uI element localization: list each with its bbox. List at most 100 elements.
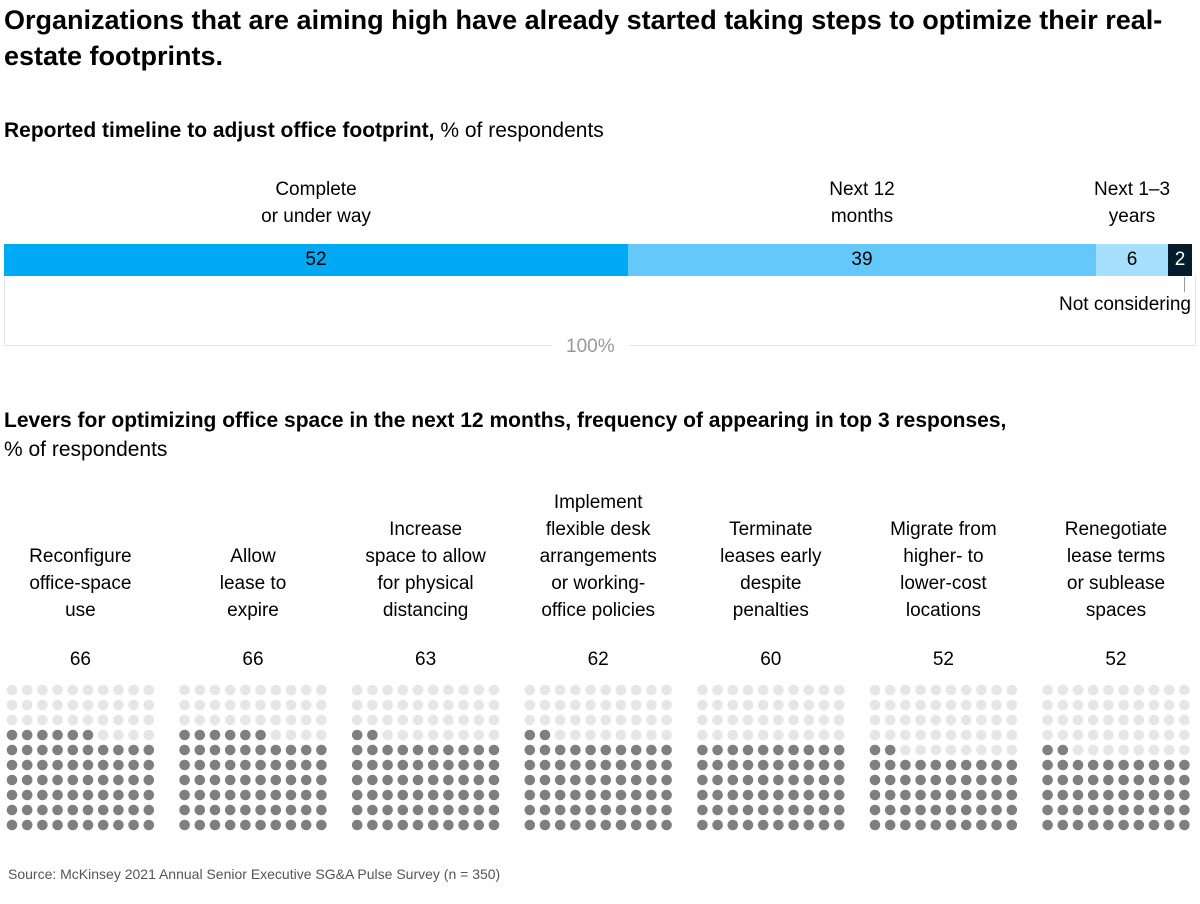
dot-filled	[1087, 819, 1099, 831]
dot-filled	[539, 774, 551, 786]
dot-filled	[224, 804, 236, 816]
dot-filled	[412, 789, 424, 801]
dot-filled	[240, 759, 251, 771]
dot-filled	[945, 789, 957, 801]
dot-empty	[224, 699, 236, 711]
dot-empty	[1148, 714, 1160, 726]
dot-empty	[1042, 729, 1053, 741]
dot-empty	[757, 684, 769, 696]
dot-filled	[727, 804, 739, 816]
dot-filled	[697, 819, 708, 831]
dot-filled	[351, 744, 363, 756]
dot-filled	[427, 789, 439, 801]
dot-filled	[179, 729, 190, 741]
dot-empty	[37, 714, 48, 726]
dot-filled	[524, 804, 536, 816]
dot-empty	[915, 714, 926, 726]
dot-empty	[1148, 744, 1160, 756]
lever-label-6: Migrate from higher- to lower-cost location…	[890, 519, 997, 621]
dot-filled	[554, 774, 566, 786]
dot-empty	[600, 684, 612, 696]
dot-filled	[209, 759, 221, 771]
dot-empty	[915, 684, 926, 696]
dot-filled	[818, 744, 830, 756]
dot-empty	[900, 744, 911, 756]
dot-empty	[143, 684, 155, 696]
dot-empty	[443, 714, 454, 726]
dot-empty	[209, 699, 221, 711]
dot-empty	[97, 714, 109, 726]
dot-filled	[646, 759, 657, 771]
dot-filled	[128, 774, 139, 786]
dot-empty	[600, 699, 612, 711]
dot-empty	[412, 684, 424, 696]
dot-empty	[97, 729, 109, 741]
dot-empty	[1148, 684, 1160, 696]
dot-empty	[1163, 714, 1175, 726]
dot-filled	[1179, 774, 1190, 786]
lever-label-5: Terminate leases early despite penalties	[720, 519, 822, 621]
dot-filled	[833, 744, 845, 756]
bar-category-label-2: Next 12 months	[829, 179, 895, 227]
dot-filled	[818, 774, 830, 786]
dot-filled	[488, 819, 500, 831]
dot-filled	[697, 804, 708, 816]
dot-filled	[488, 774, 500, 786]
dot-filled	[367, 744, 378, 756]
dot-filled	[67, 744, 79, 756]
dot-empty	[67, 714, 79, 726]
dot-filled	[270, 804, 282, 816]
dot-filled	[82, 744, 94, 756]
dot-filled	[976, 759, 987, 771]
dot-filled	[458, 744, 469, 756]
dot-empty	[367, 699, 378, 711]
dot-filled	[113, 789, 124, 801]
dot-filled	[803, 819, 815, 831]
dot-empty	[960, 744, 972, 756]
dot-empty	[570, 699, 581, 711]
dot-filled	[803, 789, 815, 801]
dot-filled	[1006, 789, 1018, 801]
dot-filled	[930, 774, 942, 786]
dot-empty	[382, 699, 393, 711]
dot-empty	[255, 684, 266, 696]
dot-filled	[661, 819, 672, 831]
dot-filled	[585, 804, 596, 816]
dot-empty	[6, 714, 18, 726]
dot-filled	[128, 759, 139, 771]
dot-filled	[1148, 819, 1160, 831]
dot-empty	[1118, 714, 1129, 726]
dot-empty	[727, 684, 739, 696]
dot-empty	[773, 684, 784, 696]
dot-filled	[884, 759, 896, 771]
dot-empty	[397, 714, 409, 726]
dot-filled	[742, 804, 754, 816]
dot-empty	[285, 684, 297, 696]
dot-empty	[443, 684, 454, 696]
dot-filled	[1042, 774, 1053, 786]
dot-filled	[570, 744, 581, 756]
dot-filled	[884, 819, 896, 831]
dot-empty	[788, 714, 799, 726]
dot-filled	[615, 804, 627, 816]
dot-filled	[97, 804, 109, 816]
dot-filled	[1148, 759, 1160, 771]
dot-filled	[585, 744, 596, 756]
dot-filled	[224, 729, 236, 741]
dot-filled	[443, 819, 454, 831]
dot-filled	[82, 774, 94, 786]
dot-filled	[945, 774, 957, 786]
dot-filled	[6, 744, 18, 756]
dot-empty	[209, 714, 221, 726]
dot-filled	[1087, 789, 1099, 801]
lever-label-4: Implement flexible desk arrangements or wor…	[539, 492, 657, 621]
dot-filled	[600, 789, 612, 801]
dot-filled	[1006, 804, 1018, 816]
dot-empty	[194, 714, 206, 726]
dot-empty	[570, 684, 581, 696]
dot-filled	[6, 729, 18, 741]
dot-filled	[37, 759, 48, 771]
dot-filled	[869, 759, 881, 771]
dot-filled	[524, 729, 536, 741]
dot-filled	[915, 819, 926, 831]
